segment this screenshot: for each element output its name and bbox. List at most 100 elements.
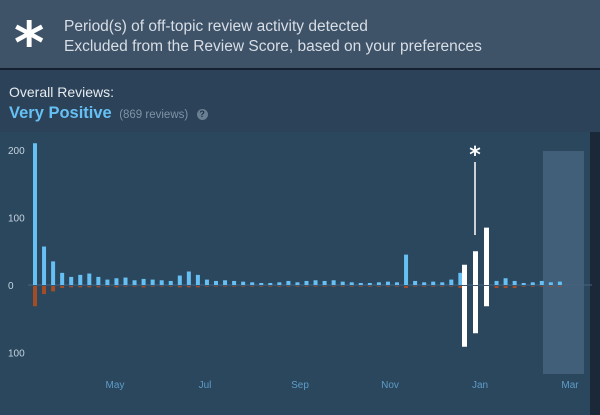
y-tick-label: 200 xyxy=(8,146,25,157)
positive-bar xyxy=(313,280,318,285)
positive-bar xyxy=(512,280,517,285)
negative-bar xyxy=(349,286,354,287)
y-tick-label: 0 xyxy=(8,281,14,292)
positive-bar xyxy=(385,281,390,285)
positive-bar xyxy=(114,278,119,285)
range-handle-edge[interactable] xyxy=(590,132,600,415)
negative-bar xyxy=(186,286,191,288)
review-histogram-chart[interactable]: 3002001000100200MayJulSepNovJanMar* xyxy=(0,132,600,415)
negative-bar xyxy=(78,286,83,288)
positive-bar xyxy=(358,282,363,285)
positive-bar xyxy=(404,254,409,285)
positive-bar xyxy=(494,280,499,285)
range-selection-highlight xyxy=(543,151,584,374)
off-topic-positive-bar xyxy=(484,227,489,285)
positive-bar xyxy=(413,280,418,285)
positive-bar xyxy=(60,272,65,285)
positive-bar xyxy=(422,282,427,285)
notice-line-2: Excluded from the Review Score, based on… xyxy=(64,38,482,55)
negative-bar xyxy=(204,286,209,287)
positive-bar xyxy=(168,280,173,285)
negative-bar xyxy=(404,286,409,289)
positive-bar xyxy=(132,280,137,285)
off-topic-asterisk-icon: * xyxy=(469,143,481,168)
negative-bar xyxy=(96,286,101,288)
positive-bar xyxy=(557,281,562,285)
negative-bar xyxy=(195,286,200,288)
off-topic-notice: * Period(s) of off-topic review activity… xyxy=(0,0,600,77)
positive-bar xyxy=(530,282,535,285)
positive-bar xyxy=(331,280,336,285)
negative-bar xyxy=(539,286,544,287)
negative-bar xyxy=(232,286,237,287)
negative-bar xyxy=(214,286,218,287)
negative-bar xyxy=(277,286,282,287)
negative-bar xyxy=(159,286,164,287)
summary-rating-row: Very Positive (869 reviews) ? xyxy=(9,104,208,123)
positive-bar xyxy=(141,278,146,285)
positive-bar xyxy=(204,279,209,285)
positive-bar xyxy=(440,282,445,285)
positive-bar xyxy=(78,274,83,285)
positive-bar xyxy=(259,282,264,285)
positive-bar xyxy=(69,276,74,285)
positive-bar xyxy=(539,280,544,285)
positive-bar xyxy=(431,281,436,285)
positive-bar xyxy=(177,275,182,285)
negative-bar xyxy=(367,286,372,287)
positive-bar xyxy=(123,277,128,285)
positive-bar xyxy=(395,282,399,285)
positive-bar xyxy=(376,282,381,285)
review-count: (869 reviews) xyxy=(119,109,189,121)
review-score-label[interactable]: Very Positive xyxy=(9,104,112,122)
off-topic-negative-bar xyxy=(484,286,489,307)
negative-bar xyxy=(413,286,418,287)
negative-bar xyxy=(304,286,309,287)
review-summary: Overall Reviews: Very Positive (869 revi… xyxy=(0,70,600,132)
negative-bar xyxy=(530,286,535,287)
asterisk-icon: * xyxy=(14,9,45,77)
negative-bar xyxy=(521,286,526,287)
positive-bar xyxy=(286,280,291,285)
negative-bar xyxy=(241,286,246,287)
positive-bar xyxy=(268,282,273,285)
x-tick-label: May xyxy=(106,380,125,391)
negative-bar xyxy=(376,286,381,287)
positive-bar xyxy=(214,280,218,285)
positive-bar xyxy=(349,282,354,285)
negative-bar xyxy=(132,286,137,287)
negative-bar xyxy=(340,286,345,287)
positive-bar xyxy=(503,278,508,285)
negative-bar xyxy=(557,286,562,287)
negative-bar xyxy=(150,286,155,287)
help-icon[interactable]: ? xyxy=(196,109,208,120)
negative-bar xyxy=(114,286,119,288)
divider xyxy=(0,68,600,70)
chart-background xyxy=(0,132,600,415)
positive-bar xyxy=(367,282,372,285)
negative-bar xyxy=(223,286,228,287)
negative-bar xyxy=(449,286,454,287)
negative-bar xyxy=(548,286,553,287)
negative-bar xyxy=(259,286,264,287)
positive-bar xyxy=(186,271,191,285)
positive-bar xyxy=(250,282,255,285)
negative-bar xyxy=(177,286,182,288)
y-tick-label: 100 xyxy=(8,214,25,225)
positive-bar xyxy=(87,273,92,285)
negative-bar xyxy=(168,286,173,287)
positive-bar xyxy=(548,282,553,285)
y-tick-label: 100 xyxy=(8,349,25,360)
positive-bar xyxy=(223,280,228,285)
negative-bar xyxy=(295,286,300,287)
x-tick-label: Sep xyxy=(291,380,309,391)
notice-line-1: Period(s) of off-topic review activity d… xyxy=(64,18,368,35)
negative-bar xyxy=(431,286,436,287)
negative-bar xyxy=(141,286,146,288)
negative-bar xyxy=(512,286,517,289)
summary-title: Overall Reviews: xyxy=(9,84,115,100)
positive-bar xyxy=(159,280,164,285)
x-tick-label: Mar xyxy=(561,380,579,391)
negative-bar xyxy=(313,286,318,287)
negative-bar xyxy=(458,286,463,289)
